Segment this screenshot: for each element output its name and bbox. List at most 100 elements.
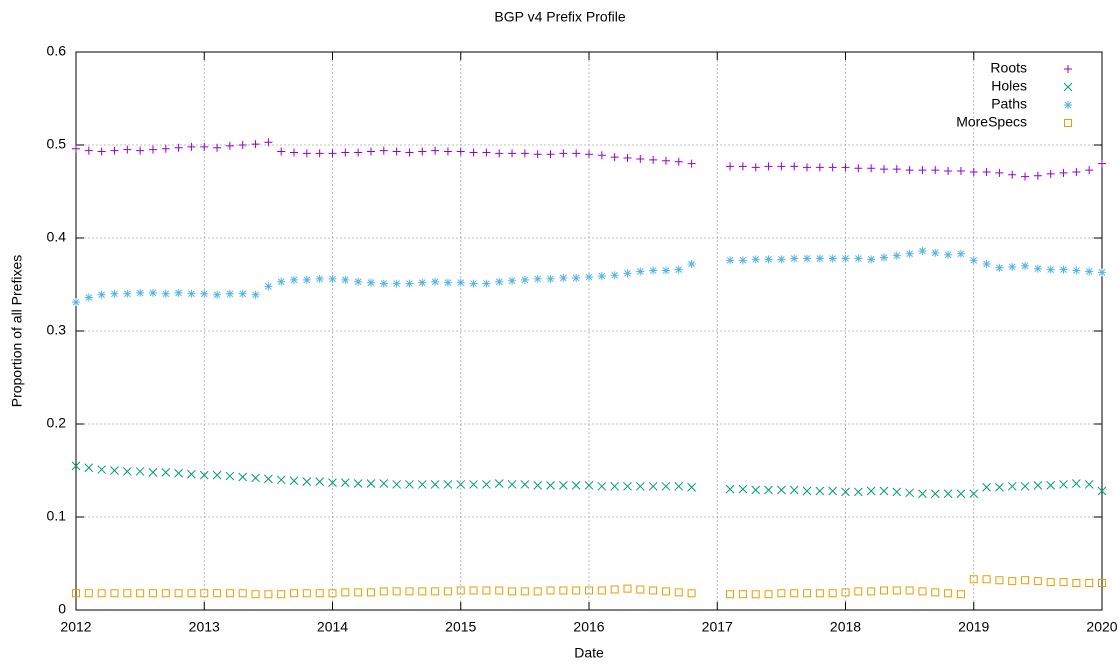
point [110,289,119,298]
legend-label: Roots [990,60,1027,76]
point [546,274,555,283]
point [97,465,107,474]
point [572,149,581,158]
point [315,274,324,283]
point [995,576,1004,585]
point [136,589,145,598]
point [379,587,388,596]
point [200,289,209,298]
point [1098,579,1106,588]
point [174,468,183,478]
point [1085,267,1094,276]
point [559,586,568,595]
point [789,485,799,495]
point [238,141,247,149]
point [892,165,901,174]
point [995,482,1004,492]
point [264,282,273,291]
point [110,589,119,598]
point [251,590,260,599]
point [123,589,132,598]
point [623,481,632,491]
point [1007,481,1017,491]
point [725,484,735,494]
point [135,467,145,476]
point [944,167,953,176]
point [879,165,888,174]
y-tick-label: 0.4 [47,229,67,245]
point [520,149,529,158]
y-tick-label: 0.2 [47,415,67,431]
point [520,275,529,284]
point [71,461,81,471]
point [315,589,324,598]
point [366,147,375,156]
point [930,489,940,499]
point [123,145,132,154]
legend-marker [1064,101,1072,109]
point [558,481,568,490]
point [431,277,440,286]
point [764,590,773,599]
point [418,147,427,156]
point [302,149,311,158]
point [828,163,837,172]
point [366,588,375,597]
y-axis-label: Proportion of all Prefixes [9,255,25,408]
point [494,479,504,488]
point [148,145,157,154]
point [238,289,247,298]
point [418,278,427,287]
point [379,146,388,155]
point [136,146,145,155]
x-tick-label: 2014 [317,619,348,635]
point [777,485,786,495]
point [892,251,901,260]
point [585,586,593,595]
point [674,481,684,491]
point [72,298,80,307]
x-tick-label: 2017 [702,619,733,635]
point [225,471,235,481]
chart-title: BGP v4 Prefix Profile [494,9,625,25]
point [443,587,452,596]
point [867,587,876,596]
point [212,470,222,480]
point [482,480,491,489]
point [969,167,978,176]
point [661,156,670,165]
point [430,480,440,489]
legend-label: MoreSpecs [956,114,1027,130]
point [956,489,966,499]
point [995,168,1004,177]
point [110,466,119,475]
point [764,485,773,495]
point [264,474,273,484]
x-tick-label: 2020 [1086,619,1117,635]
point [200,142,209,151]
point [879,253,888,262]
point [187,589,196,598]
point [340,478,350,487]
point [636,585,645,594]
point [790,254,799,263]
x-tick-label: 2019 [958,619,989,635]
point [1033,481,1043,490]
point [174,288,183,297]
point [290,148,299,157]
point [161,468,171,477]
point [405,587,414,596]
point [597,151,606,160]
point [738,256,747,265]
point [520,480,530,489]
point [225,141,234,150]
point [456,278,465,287]
point [905,166,914,175]
point [482,148,491,157]
point [1020,481,1030,491]
point [251,473,260,483]
point [199,470,209,480]
point [918,587,927,596]
point [828,254,837,263]
